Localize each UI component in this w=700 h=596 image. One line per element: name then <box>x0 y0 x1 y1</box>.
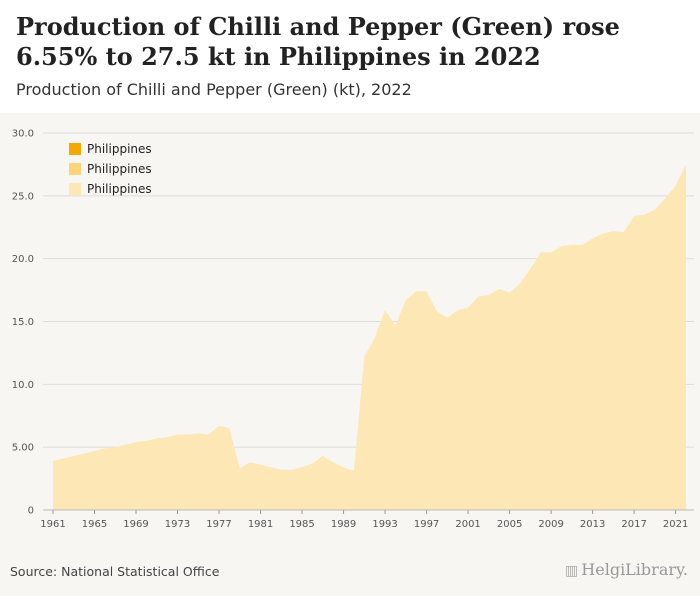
x-tick-label: 2013 <box>580 519 605 530</box>
area-series <box>53 164 686 511</box>
x-tick-label: 2001 <box>455 519 480 530</box>
x-tick-label: 1985 <box>289 519 314 530</box>
chart-subtitle: Production of Chilli and Pepper (Green) … <box>16 80 412 99</box>
x-tick-label: 2005 <box>497 519 522 530</box>
legend-label: Philippines <box>87 142 152 156</box>
series-area-philippines <box>53 164 686 511</box>
y-tick-label: 10.0 <box>12 380 34 391</box>
x-tick-label: 1977 <box>206 519 231 530</box>
library-icon: ▥ <box>565 563 579 579</box>
x-axis-ticks: 1961 1965 1969 1973 1977 1981 1985 1989 1993 1997… <box>40 509 694 530</box>
x-tick-label: 1989 <box>331 519 356 530</box>
logo-text: HelgiLibrary. <box>581 560 688 579</box>
x-tick-label: 1997 <box>414 519 439 530</box>
source-note: Source: National Statistical Office <box>10 564 220 579</box>
x-tick-label: 1993 <box>372 519 397 530</box>
helgi-library-logo[interactable]: ▥ HelgiLibrary. <box>565 560 688 579</box>
legend-swatch <box>69 163 81 175</box>
chart-title: Production of Chilli and Pepper (Green) … <box>16 12 620 71</box>
header: Production of Chilli and Pepper (Green) … <box>0 0 700 113</box>
x-tick-label: 2021 <box>663 519 688 530</box>
y-tick-label: 20.0 <box>12 254 34 265</box>
legend-label: Philippines <box>87 162 152 176</box>
y-tick-label: 25.0 <box>12 191 34 202</box>
legend: Philippines Philippines Philippines <box>69 142 152 196</box>
x-tick-label: 2017 <box>621 519 646 530</box>
y-tick-label: 5.00 <box>12 443 34 454</box>
x-tick-label: 1969 <box>123 519 148 530</box>
x-tick-label: 1981 <box>248 519 273 530</box>
x-tick-label: 1965 <box>82 519 107 530</box>
x-tick-label: 1961 <box>40 519 65 530</box>
y-tick-label: 30.0 <box>12 129 34 140</box>
legend-swatch <box>69 183 81 195</box>
y-tick-label: 0 <box>28 506 34 517</box>
x-tick-label: 2009 <box>538 519 563 530</box>
y-axis-ticks: 0 5.00 10.0 15.0 20.0 25.0 30.0 <box>12 129 34 517</box>
legend-label: Philippines <box>87 182 152 196</box>
y-tick-label: 15.0 <box>12 317 34 328</box>
x-tick-label: 1973 <box>165 519 190 530</box>
legend-swatch <box>69 143 81 155</box>
